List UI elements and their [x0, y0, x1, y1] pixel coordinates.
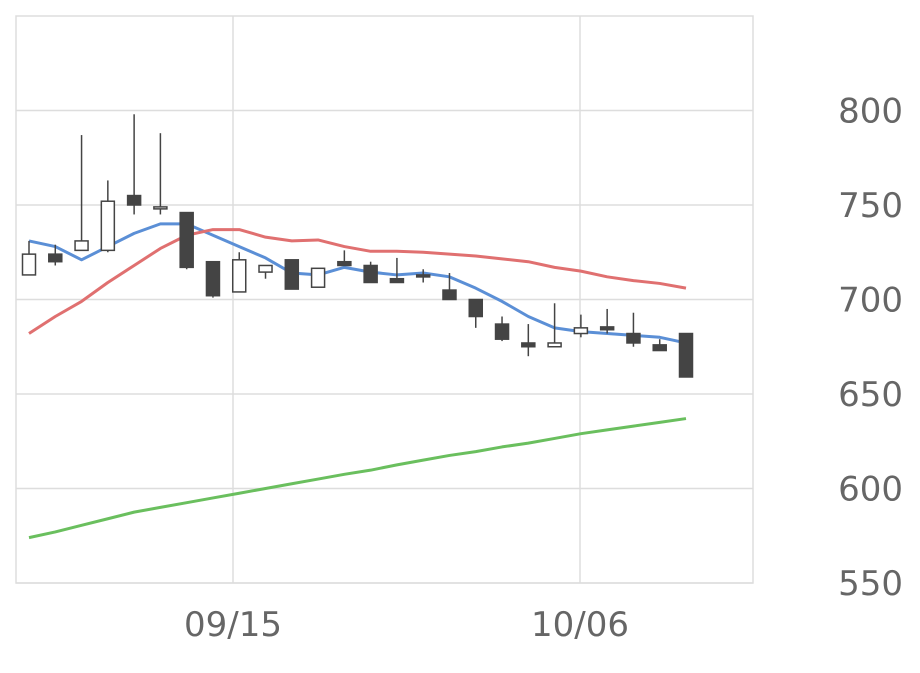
candle-body — [48, 253, 63, 263]
moving-average-lines — [28, 222, 687, 540]
candle — [389, 257, 405, 284]
y-tick-label: 550 — [838, 564, 903, 604]
moving-average-line — [28, 417, 687, 540]
x-tick-label: 09/15 — [184, 605, 282, 645]
candle — [626, 312, 641, 347]
candle — [100, 180, 116, 253]
y-tick-label: 750 — [838, 186, 903, 226]
candle-body — [21, 253, 37, 276]
candle-body — [100, 200, 116, 252]
candle — [48, 244, 63, 266]
candle-body — [74, 240, 89, 252]
candle-body — [521, 342, 536, 348]
candle-body — [258, 264, 273, 273]
grid — [15, 15, 754, 584]
candle-body — [389, 277, 405, 284]
candle-body — [363, 264, 378, 284]
candle — [363, 261, 378, 284]
candle-body — [337, 260, 352, 267]
candle-body — [494, 323, 510, 340]
candle-body — [310, 267, 326, 288]
candle-body — [468, 298, 484, 318]
y-tick-label: 600 — [838, 470, 903, 510]
candle-body — [547, 342, 562, 348]
candle — [494, 316, 510, 342]
y-tick-label: 700 — [838, 281, 903, 321]
y-tick-label: 800 — [838, 92, 903, 132]
candle — [310, 267, 326, 288]
candle — [284, 259, 300, 290]
y-axis: 550 600 650 700 750 800 — [838, 92, 903, 605]
candle — [468, 298, 484, 328]
candle-body — [573, 327, 589, 335]
candle — [231, 252, 247, 293]
candle-body — [126, 194, 142, 206]
candle — [21, 240, 37, 276]
candle — [337, 250, 352, 267]
candle-body — [652, 344, 667, 352]
candle-body — [415, 274, 431, 278]
candle — [415, 269, 431, 283]
candles — [21, 114, 694, 378]
candle — [678, 332, 694, 378]
x-tick-label: 10/06 — [531, 605, 629, 645]
candle — [179, 211, 194, 270]
candle-body — [442, 289, 457, 301]
candle — [442, 273, 457, 301]
candle-body — [179, 211, 194, 269]
candle — [205, 260, 221, 298]
candle — [573, 314, 589, 338]
candle — [153, 133, 168, 215]
y-tick-label: 650 — [838, 375, 903, 415]
candle-body — [599, 326, 615, 331]
x-axis: 09/15 10/06 — [184, 605, 629, 645]
candle — [74, 135, 89, 252]
candle-body — [205, 260, 221, 297]
candle — [652, 339, 667, 352]
candle — [521, 324, 536, 357]
candle-body — [153, 206, 168, 210]
moving-average-line — [28, 222, 687, 345]
candle-body — [284, 259, 300, 290]
candle — [547, 303, 562, 348]
candle-body — [626, 332, 641, 344]
candle — [126, 114, 142, 215]
candle — [599, 308, 615, 334]
moving-average-line — [28, 228, 687, 335]
candle — [258, 264, 273, 279]
candle-body — [678, 332, 694, 378]
candle-body — [231, 259, 247, 293]
